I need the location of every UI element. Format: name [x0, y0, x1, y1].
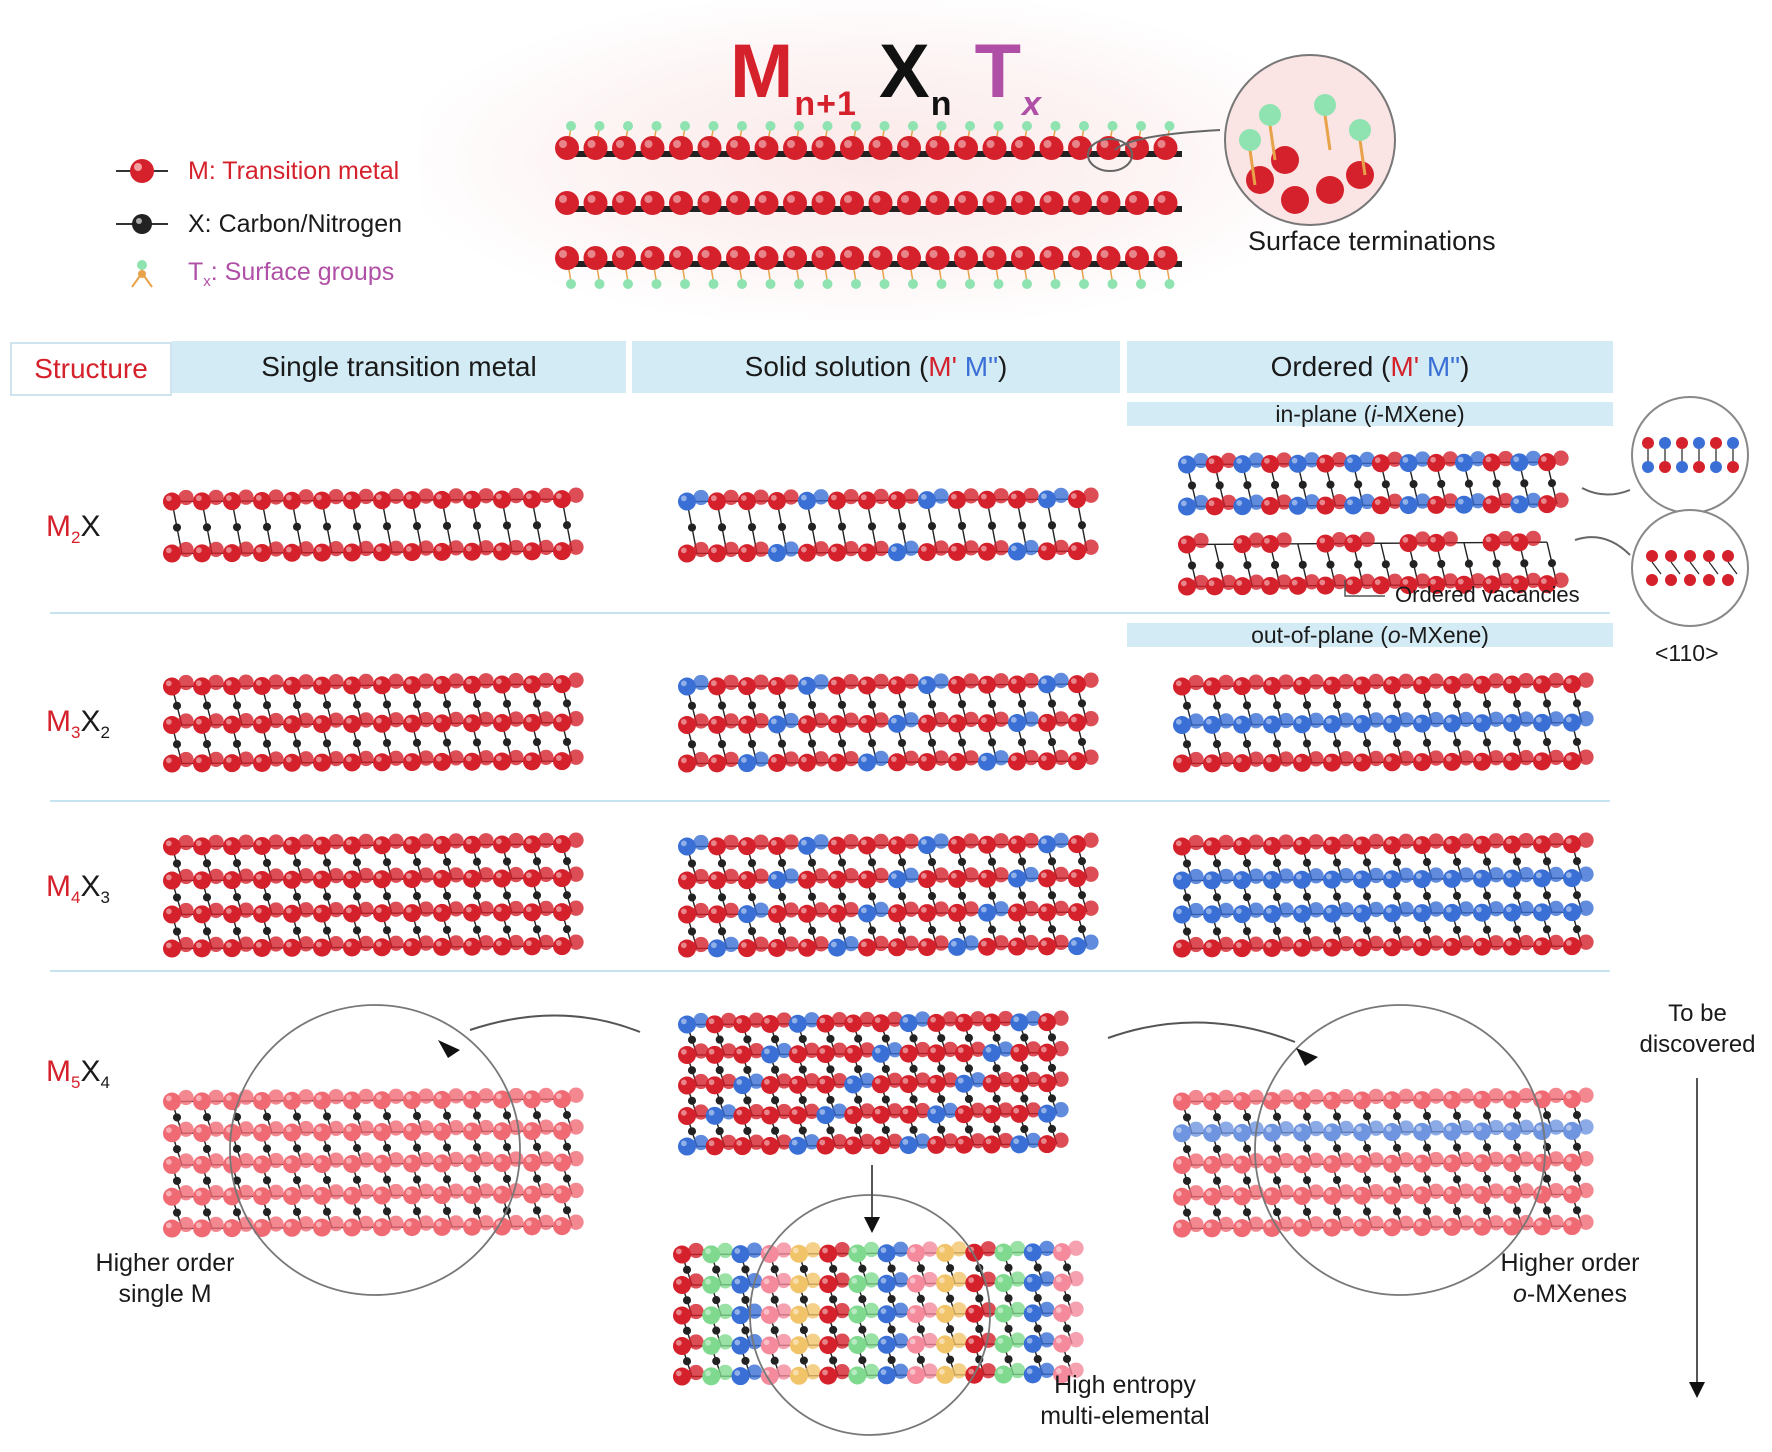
zoom-circle-vacancy	[1631, 509, 1749, 627]
higher-single-circle	[229, 1004, 521, 1296]
row-separator	[50, 970, 1610, 972]
row-label-m5x4: M5X4	[46, 1055, 110, 1092]
slab-m3x2-ordered	[1173, 672, 1594, 773]
row-label-m4x3: M4X3	[46, 870, 110, 907]
subheader-in-plane: in-plane (i -MXene)	[1127, 401, 1613, 427]
slab-m5x4-solid	[678, 1010, 1069, 1156]
legend-surface: Tx: Surface groups	[112, 258, 394, 290]
slab-m2x-solid	[678, 487, 1099, 563]
higher-order-single-label: Higher order single M	[95, 1249, 235, 1308]
row-separator	[50, 800, 1610, 802]
carbon-atom-icon	[116, 214, 168, 234]
metal-atom-icon	[116, 159, 168, 183]
row-label-m2x: M2X	[46, 510, 101, 547]
slab-m4x3-single	[163, 832, 584, 958]
structure-label: Structure	[10, 342, 172, 396]
direction-110-label: <110>	[1655, 640, 1719, 666]
slab-m4x3-solid	[678, 832, 1099, 958]
slab-m5x4-single	[163, 1087, 584, 1238]
row-label-m3x2: M3X2	[46, 705, 110, 742]
higher-order-o-label: Higher order o-MXenes	[1500, 1249, 1640, 1308]
high-entropy-label: High entropy multi-elemental	[1040, 1371, 1210, 1430]
ordered-vacancies-label: Ordered vacancies	[1395, 582, 1580, 607]
header-solid-solution: Solid solution (M' M")	[632, 341, 1120, 393]
surface-termination-zoom	[1087, 54, 1396, 226]
to-be-discovered-label: To be discovered	[1639, 1000, 1756, 1058]
arrow-right-head	[1296, 1048, 1318, 1066]
slab-m3x2-single	[163, 672, 584, 773]
zoom-circle-inplane	[1631, 396, 1749, 514]
slab-m2x-single	[163, 487, 584, 563]
higher-o-circle	[1254, 1004, 1546, 1296]
subheader-out-of-plane: out-of-plane (o -MXene)	[1127, 622, 1613, 648]
legend-carbon: X: Carbon/Nitrogen	[112, 209, 402, 239]
legend-metal: M: Transition metal	[112, 156, 399, 186]
surface-terminations-label: Surface terminations	[1248, 226, 1496, 256]
slab-m3x2-solid	[678, 672, 1099, 773]
header-single: Single transition metal	[172, 341, 626, 393]
slab-m5x4-ordered	[1173, 1087, 1594, 1238]
slab-high-entropy	[673, 1240, 1084, 1386]
mxene-slab-main	[555, 121, 1182, 289]
high-entropy-circle	[749, 1194, 991, 1436]
row-separator	[50, 612, 1610, 614]
surface-group-icon	[131, 260, 153, 288]
arrow-left-head	[438, 1040, 460, 1058]
slab-m4x3-ordered	[1173, 832, 1594, 958]
header-ordered: Ordered (M' M")	[1127, 341, 1613, 393]
mxene-formula: Mn+1 Xn Tx	[730, 29, 1042, 123]
slab-m2x-inplane-1	[1178, 450, 1569, 516]
slab-m2x-inplane-2	[1178, 530, 1569, 596]
